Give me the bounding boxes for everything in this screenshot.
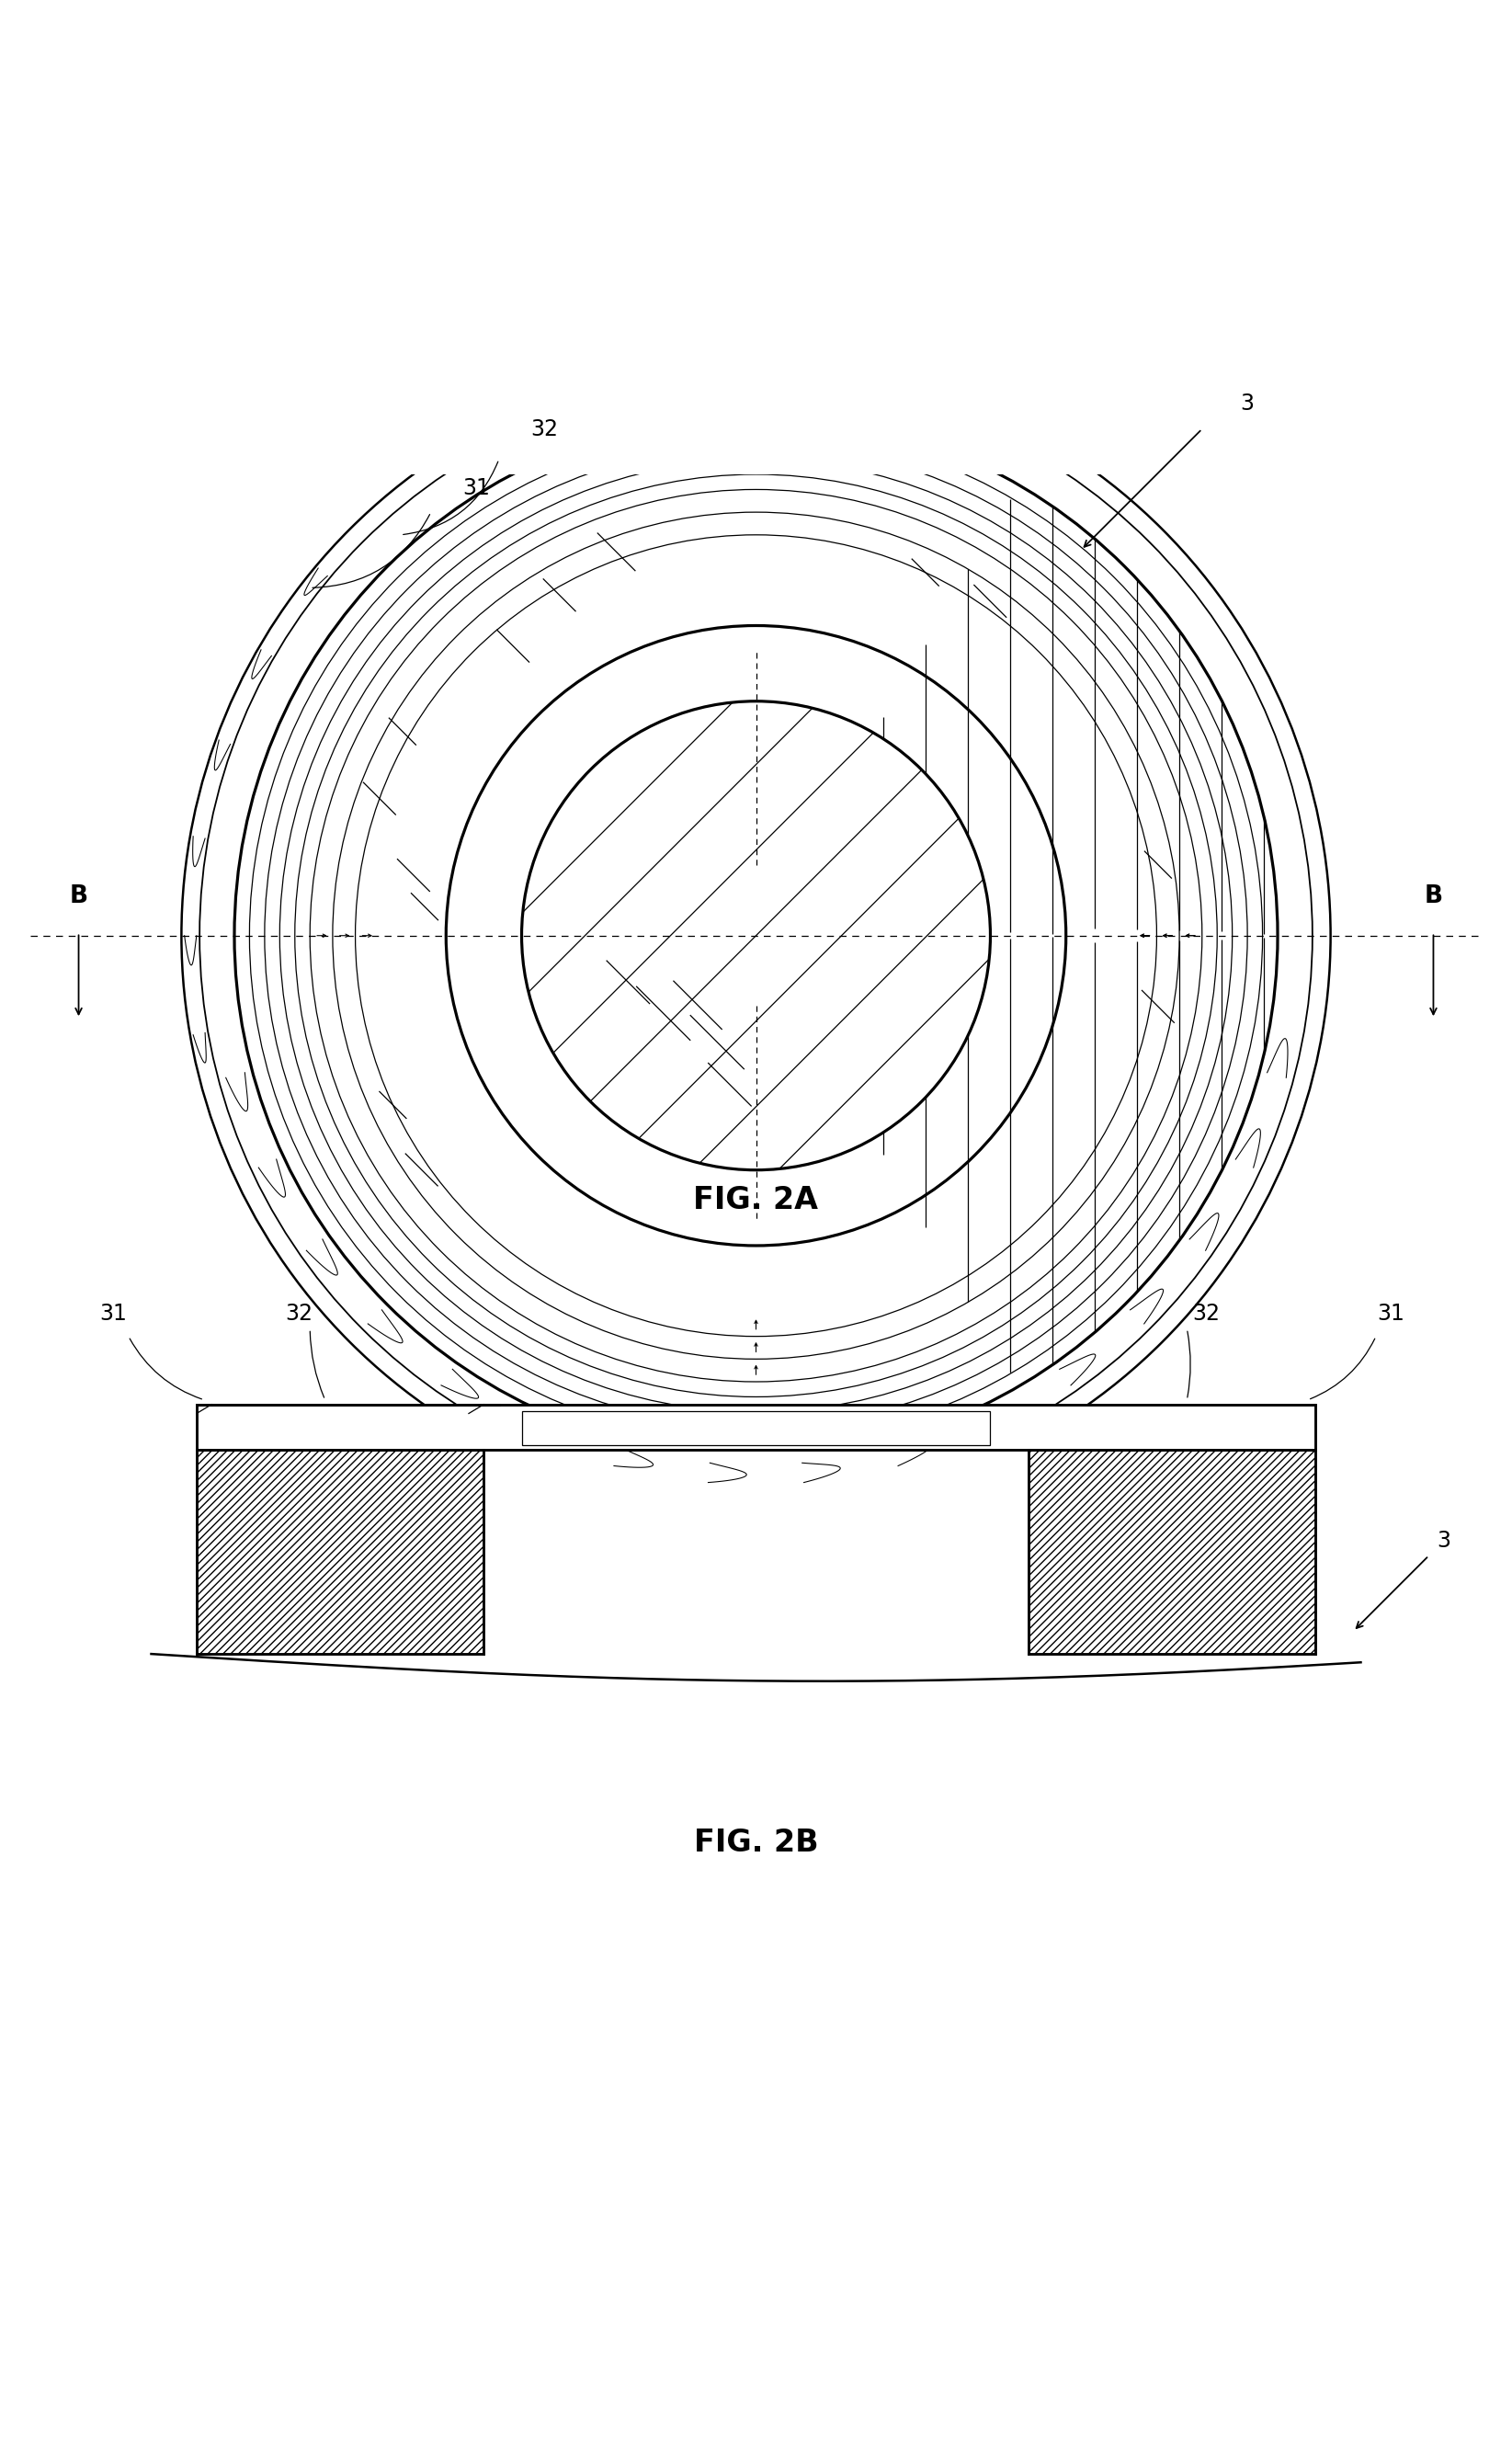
Text: 32: 32: [1193, 1302, 1220, 1324]
Text: FIG. 2A: FIG. 2A: [694, 1186, 818, 1216]
Text: B: B: [1424, 883, 1442, 908]
Text: 31: 31: [100, 1302, 127, 1324]
Text: 31: 31: [1377, 1302, 1405, 1324]
Bar: [197, 1405, 1315, 1654]
Bar: [522, 1410, 990, 1445]
Bar: [197, 1450, 484, 1654]
Text: 31: 31: [463, 477, 490, 500]
Text: B: B: [70, 883, 88, 908]
Text: 3: 3: [1240, 391, 1255, 413]
Text: 32: 32: [286, 1302, 313, 1324]
Bar: [197, 1405, 1315, 1450]
Text: FIG. 2B: FIG. 2B: [694, 1829, 818, 1858]
Text: 32: 32: [531, 418, 558, 441]
Text: 3: 3: [1436, 1528, 1452, 1550]
Bar: [1028, 1450, 1315, 1654]
